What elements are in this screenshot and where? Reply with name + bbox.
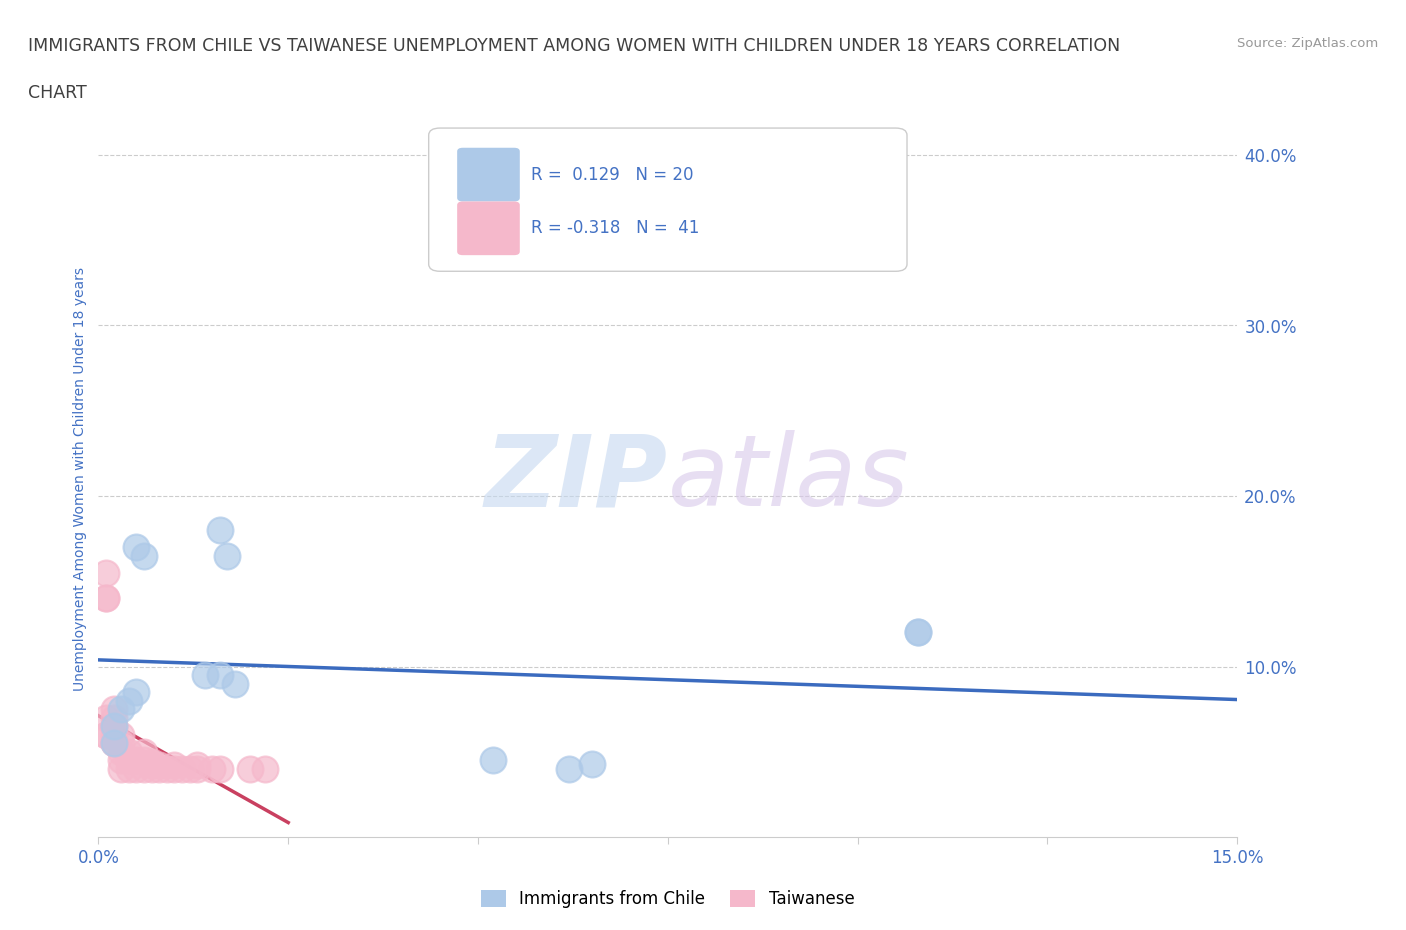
Text: R = -0.318   N =  41: R = -0.318 N = 41 bbox=[531, 219, 700, 237]
Point bbox=[208, 668, 231, 683]
Point bbox=[110, 744, 132, 759]
Point bbox=[141, 762, 163, 777]
Point bbox=[118, 744, 141, 759]
Point bbox=[224, 676, 246, 691]
Point bbox=[125, 684, 148, 699]
Text: CHART: CHART bbox=[28, 84, 87, 101]
Point bbox=[163, 758, 186, 773]
Text: IMMIGRANTS FROM CHILE VS TAIWANESE UNEMPLOYMENT AMONG WOMEN WITH CHILDREN UNDER : IMMIGRANTS FROM CHILE VS TAIWANESE UNEMP… bbox=[28, 37, 1121, 55]
Point bbox=[156, 762, 179, 777]
Point bbox=[186, 762, 208, 777]
Point bbox=[482, 753, 505, 768]
FancyBboxPatch shape bbox=[457, 148, 520, 202]
Point bbox=[125, 539, 148, 554]
Point bbox=[94, 565, 117, 580]
Point bbox=[94, 591, 117, 605]
Point bbox=[132, 762, 155, 777]
Point bbox=[110, 762, 132, 777]
Point bbox=[208, 762, 231, 777]
Point bbox=[125, 753, 148, 768]
Point bbox=[170, 762, 193, 777]
Point bbox=[179, 762, 201, 777]
FancyBboxPatch shape bbox=[429, 128, 907, 272]
Text: ZIP: ZIP bbox=[485, 431, 668, 527]
Point bbox=[94, 727, 117, 742]
Point bbox=[110, 753, 132, 768]
Point bbox=[239, 762, 262, 777]
Point bbox=[103, 736, 125, 751]
Point bbox=[141, 754, 163, 769]
Legend: Immigrants from Chile, Taiwanese: Immigrants from Chile, Taiwanese bbox=[474, 884, 862, 914]
Point bbox=[103, 702, 125, 717]
Point bbox=[110, 702, 132, 717]
Text: R =  0.129   N = 20: R = 0.129 N = 20 bbox=[531, 166, 693, 183]
Point bbox=[907, 625, 929, 640]
Point bbox=[201, 762, 224, 777]
Point bbox=[118, 693, 141, 708]
Point bbox=[103, 736, 125, 751]
Point bbox=[148, 762, 170, 777]
Point bbox=[186, 758, 208, 773]
Point bbox=[103, 719, 125, 734]
Point bbox=[194, 668, 217, 683]
Y-axis label: Unemployment Among Women with Children Under 18 years: Unemployment Among Women with Children U… bbox=[73, 267, 87, 691]
Point bbox=[217, 549, 239, 564]
Point bbox=[141, 758, 163, 773]
Point bbox=[125, 762, 148, 777]
Point bbox=[208, 523, 231, 538]
Point bbox=[254, 762, 277, 777]
Point bbox=[94, 711, 117, 725]
Point bbox=[132, 549, 155, 564]
Text: Source: ZipAtlas.com: Source: ZipAtlas.com bbox=[1237, 37, 1378, 50]
Point bbox=[110, 727, 132, 742]
Point bbox=[581, 756, 603, 771]
Point bbox=[163, 762, 186, 777]
Point bbox=[907, 625, 929, 640]
Point bbox=[94, 727, 117, 742]
Text: atlas: atlas bbox=[668, 431, 910, 527]
Point bbox=[148, 758, 170, 773]
Point bbox=[118, 762, 141, 777]
Point bbox=[558, 762, 581, 777]
Point bbox=[132, 753, 155, 768]
Point bbox=[94, 591, 117, 605]
Point bbox=[103, 727, 125, 742]
Point bbox=[103, 711, 125, 725]
Point bbox=[132, 744, 155, 759]
Point bbox=[103, 719, 125, 734]
Point bbox=[118, 753, 141, 768]
Point bbox=[103, 736, 125, 751]
Point bbox=[110, 736, 132, 751]
FancyBboxPatch shape bbox=[457, 202, 520, 255]
